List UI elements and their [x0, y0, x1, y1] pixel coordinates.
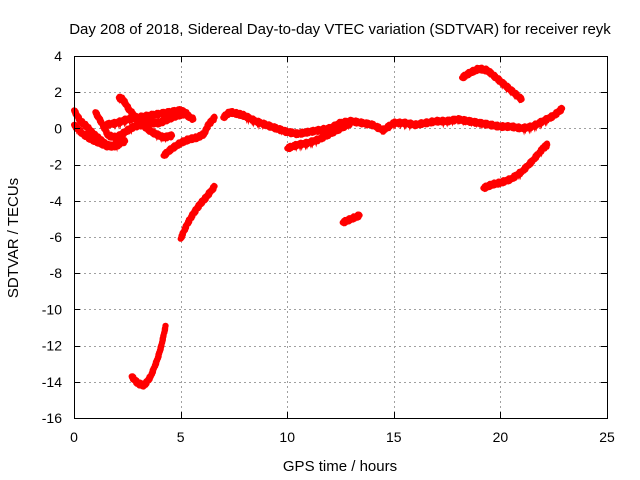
series-line-texture-s6 — [163, 114, 216, 159]
series-line-texture-s5 — [117, 98, 174, 144]
y-tick-label: -8 — [50, 265, 63, 281]
series-line-texture-s2 — [73, 123, 127, 153]
y-axis-title: SDTVAR / TECUs — [5, 178, 22, 298]
y-tick-label: 2 — [54, 84, 62, 100]
chart-title: Day 208 of 2018, Sidereal Day-to-day VTE… — [69, 21, 611, 38]
y-tick-label: -14 — [42, 374, 62, 390]
x-tick-label: 20 — [493, 429, 509, 445]
series-line-texture-s3 — [94, 111, 195, 142]
x-tick-label: 5 — [177, 429, 185, 445]
x-tick-label: 15 — [386, 429, 402, 445]
y-tick-label: -12 — [42, 338, 62, 354]
series-line-s9 — [220, 108, 525, 139]
series-line-s10 — [284, 119, 355, 153]
series-line-texture-s14 — [482, 145, 549, 193]
series-layer — [71, 64, 566, 390]
series-line-s14 — [480, 140, 551, 192]
series-line-texture-s11 — [521, 107, 563, 136]
x-tick-label: 25 — [599, 429, 615, 445]
x-tick-label: 0 — [70, 429, 78, 445]
series-line-texture-s7 — [130, 326, 167, 390]
label-layer: 0 5 10 15 20 25 -16 -14 -12 -10 -8 -6 -4 -2 0 2 4 — [42, 48, 615, 445]
y-tick-label: -2 — [50, 157, 63, 173]
series-line-s7 — [128, 322, 169, 390]
y-tick-label: -6 — [50, 229, 63, 245]
series-line-texture-s12 — [342, 214, 361, 227]
series-line-texture-s10 — [286, 120, 352, 156]
series-line-texture-s4 — [105, 107, 188, 132]
x-tick-label: 10 — [279, 429, 295, 445]
series-line-texture-s8 — [180, 185, 216, 242]
y-tick-label: -4 — [50, 193, 63, 209]
y-tick-label: 0 — [54, 120, 62, 136]
y-tick-label: -16 — [42, 410, 62, 426]
y-tick-label: 4 — [54, 48, 62, 64]
series-line-s12 — [339, 211, 363, 227]
series-line-texture-s13 — [461, 66, 523, 104]
series-line-s6 — [160, 113, 218, 159]
series-line-s13 — [459, 64, 525, 103]
tick-layer — [74, 56, 608, 419]
y-tick-label: -10 — [42, 301, 62, 317]
x-axis-title: GPS time / hours — [283, 458, 397, 475]
